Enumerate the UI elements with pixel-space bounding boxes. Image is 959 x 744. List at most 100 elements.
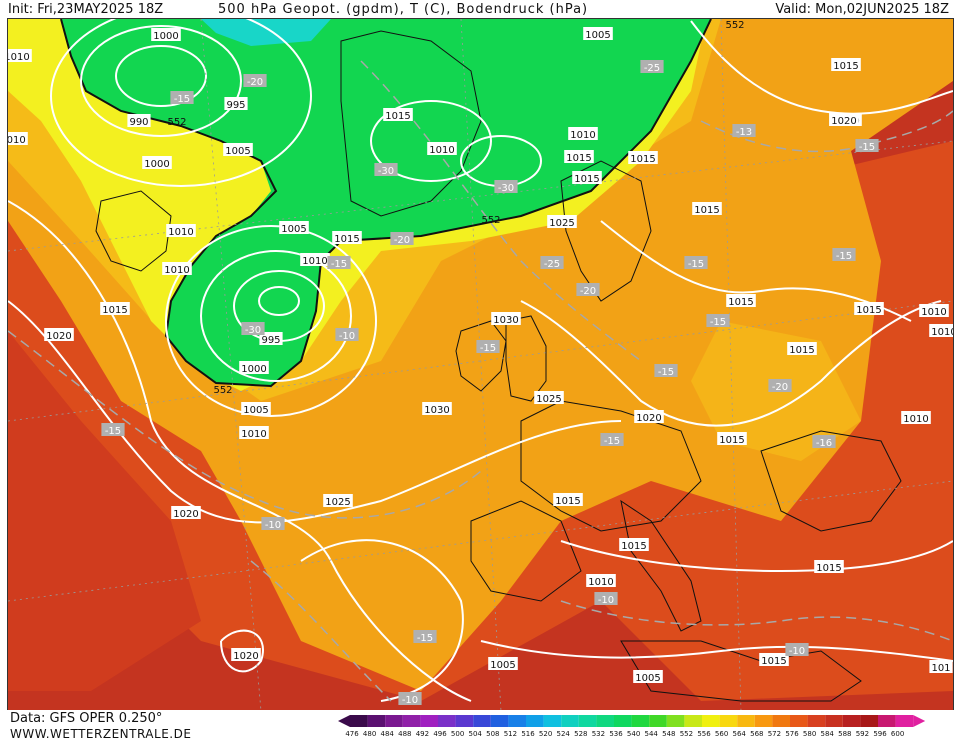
legend-tick-label: 568 [750, 730, 763, 738]
pressure-label: 1010 [168, 227, 193, 238]
legend-swatch [754, 715, 773, 727]
legend-swatch [455, 715, 474, 727]
temp-label: -15 [688, 259, 704, 270]
legend-tick-label: 524 [557, 730, 571, 738]
legend-swatch [578, 715, 597, 727]
labels-pressure-bg [553, 493, 583, 506]
temp-label: -15 [658, 367, 674, 378]
legend-swatch [649, 715, 667, 727]
pressure-label: 1015 [719, 435, 744, 446]
legend-swatch [895, 715, 914, 727]
temp-label: -20 [247, 77, 263, 88]
pressure-label: 101 [931, 663, 950, 674]
labels-temp-bg [706, 314, 730, 327]
labels-pressure-bg [422, 402, 452, 415]
geo-label: 552 [167, 117, 186, 128]
legend-tick-label: 592 [856, 730, 869, 738]
temp-label: -30 [498, 183, 514, 194]
field-red-west [8, 331, 201, 691]
labels-temp-bg [855, 139, 879, 152]
temperature-labels: -20 -15 -25 -13 -15 -20 -30 -30 -25 -15 -20 -15 -15 -… [101, 60, 879, 706]
labels-pressure-bg [162, 262, 192, 275]
legend-swatch [526, 715, 544, 727]
temp-label: -30 [245, 325, 261, 336]
pressure-label: 1010 [302, 256, 327, 267]
pressure-label: 1010 [570, 130, 595, 141]
pressure-label: 1025 [325, 497, 350, 508]
website-credit: WWW.WETTERZENTRALE.DE [10, 727, 192, 741]
temp-label: -15 [105, 426, 121, 437]
legend-swatch [825, 715, 843, 727]
legend-tick-label: 552 [680, 730, 693, 738]
legend-tick-label: 596 [873, 730, 887, 738]
legend-tick-label: 500 [451, 730, 464, 738]
temp-label: -10 [789, 646, 805, 657]
labels-pressure-bg [568, 127, 598, 140]
legend-swatch [438, 715, 456, 727]
pressure-label: 1005 [635, 673, 660, 684]
pressure-label: 1015 [816, 563, 841, 574]
pressure-label: 1010 [429, 145, 454, 156]
labels-pressure-bg [564, 150, 594, 163]
geopotential-552-contour [60, 19, 712, 388]
legend-swatch [350, 715, 368, 727]
legend-tick-label: 536 [609, 730, 623, 738]
labels-temp-bg [241, 322, 265, 335]
legend-tick-label: 516 [521, 730, 535, 738]
labels-pressure-bg [223, 143, 253, 156]
color-legend: 476 480 484 488 492 496 500 504 508 512 516 520 524 5… [336, 712, 956, 744]
legend-swatch [860, 715, 878, 727]
temp-label: -25 [644, 63, 660, 74]
labels-pressure-bg [142, 156, 172, 169]
pressure-label: 1015 [856, 305, 881, 316]
pressure-label: 1000 [144, 159, 169, 170]
labels-pressure-bg [300, 253, 330, 266]
pressure-label: 995 [261, 335, 280, 346]
pressure-label: 1000 [153, 31, 178, 42]
pressure-label: 1010 [164, 265, 189, 276]
legend-swatch [702, 715, 720, 727]
labels-pressure-bg [239, 361, 269, 374]
pressure-label: 1005 [490, 660, 515, 671]
temp-label: -15 [836, 251, 852, 262]
geopotential-labels: 552 552 552 552 [167, 20, 744, 396]
labels-pressure-bg [259, 332, 283, 345]
geo-label: 552 [725, 20, 744, 31]
pressure-label: 1010 [8, 135, 26, 146]
pressure-label: 1015 [630, 154, 655, 165]
pressure-label: 1020 [173, 509, 198, 520]
pressure-label: 1005 [243, 405, 268, 416]
pressure-label: 1030 [493, 315, 518, 326]
labels-pressure-bg [831, 58, 861, 71]
labels-temp-bg [832, 248, 856, 261]
pressure-label: 1020 [831, 116, 856, 127]
labels-pressure-bg [383, 108, 413, 121]
labels-pressure-bg [8, 49, 32, 62]
labels-pressure-bg [692, 202, 722, 215]
pressure-label: 1005 [281, 224, 306, 235]
temp-label: -10 [339, 331, 355, 342]
pressure-label: 1015 [728, 297, 753, 308]
labels-temp-bg [476, 340, 500, 353]
labels-pressure-bg [427, 142, 457, 155]
labels-temp-bg [640, 60, 664, 73]
labels-temp-bg [243, 74, 267, 87]
pressure-label: 1030 [424, 405, 449, 416]
lat-lon-grid [8, 19, 953, 711]
legend-tick-label: 496 [433, 730, 447, 738]
temp-label: -10 [402, 695, 418, 706]
legend-swatch [878, 715, 896, 727]
legend-swatch [508, 715, 526, 727]
labels-pressure-bg [534, 391, 564, 404]
pressure-label: 1015 [789, 345, 814, 356]
legend-tick-label: 540 [627, 730, 640, 738]
legend-tick-label: 532 [592, 730, 605, 738]
labels-pressure-bg [717, 432, 747, 445]
labels-pressure-bg [171, 506, 201, 519]
legend-tick-label: 580 [803, 730, 816, 738]
labels-pressure-bg [619, 538, 649, 551]
legend-swatch [790, 715, 808, 727]
pressure-label: 1020 [46, 331, 71, 342]
temp-label: -16 [816, 438, 832, 449]
legend-swatch [842, 715, 861, 727]
